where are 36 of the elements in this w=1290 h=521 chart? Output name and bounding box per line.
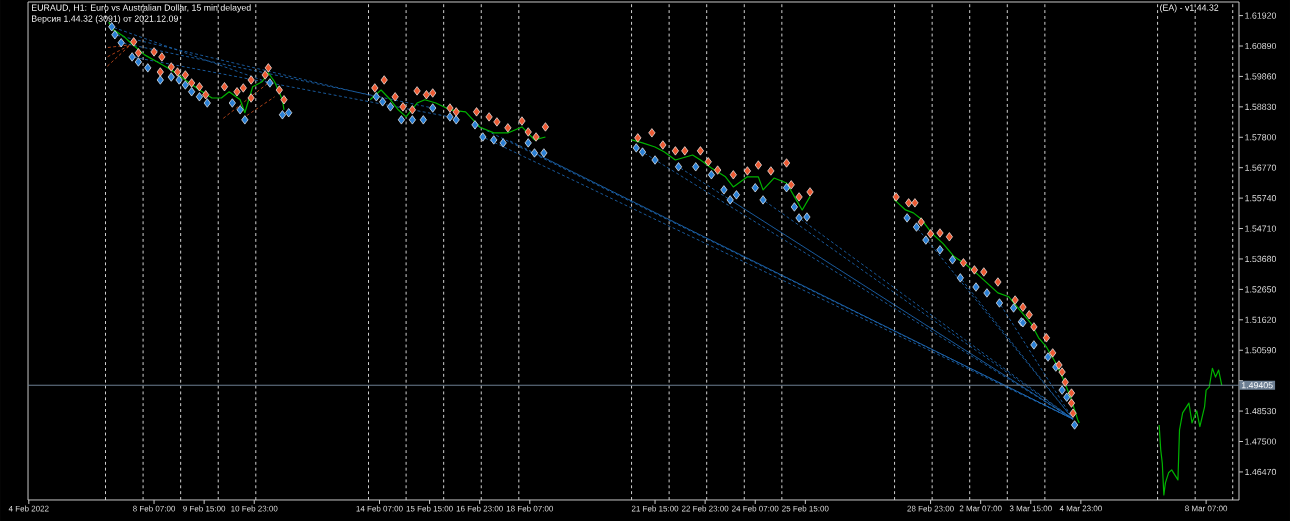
- x-tick-label: 24 Feb 07:00: [732, 505, 779, 512]
- chart-title: EURAUD, H1: Euro vs Australian Dollar, 15 min delayed: [32, 4, 251, 13]
- y-tick-label: 1.55740: [1245, 195, 1277, 202]
- y-tick-label: 1.51620: [1245, 316, 1277, 323]
- x-tick-label: 2 Mar 07:00: [959, 505, 1002, 512]
- x-tick-label: 15 Feb 15:00: [406, 505, 453, 512]
- y-tick-label: 1.60890: [1245, 42, 1277, 50]
- x-tick-label: 3 Mar 15:00: [1009, 505, 1052, 512]
- text: Версия 1.44.32 (3091) от 2021.12.09: [32, 15, 178, 24]
- x-tick-label: 28 Feb 23:00: [907, 505, 954, 512]
- x-tick-label: 8 Feb 07:00: [133, 505, 176, 512]
- y-tick-label: 1.52650: [1245, 286, 1277, 293]
- x-tick-label: 10 Feb 23:00: [231, 505, 278, 512]
- x-tick-label: 8 Mar 07:00: [1185, 505, 1228, 512]
- x-tick-label: 18 Feb 07:00: [506, 505, 554, 512]
- y-tick-label: 1.46470: [1245, 468, 1277, 476]
- y-tick-label: 1.54710: [1245, 225, 1277, 232]
- y-tick-label: 1.59860: [1245, 73, 1277, 80]
- x-tick-label: 22 Feb 23:00: [681, 505, 729, 512]
- x-tick-label: 9 Feb 15:00: [183, 505, 226, 512]
- y-tick-label: 1.58830: [1245, 103, 1277, 110]
- y-tick-label: 1.56770: [1245, 164, 1277, 171]
- y-tick-label: 1.50590: [1245, 347, 1277, 354]
- x-tick-label: 4 Mar 23:00: [1059, 505, 1102, 512]
- y-tick-label: 1.47500: [1245, 438, 1277, 445]
- x-tick-label: 14 Feb 07:00: [356, 505, 403, 512]
- y-tick-label: 1.57800: [1245, 134, 1277, 141]
- ref-line-label: 1.49405: [1241, 382, 1273, 389]
- annotation: (EA) - v1.44.32: [1160, 4, 1219, 13]
- x-tick-label: 25 Feb 15:00: [782, 505, 829, 512]
- x-tick-label: 16 Feb 23:00: [456, 505, 503, 512]
- x-tick-label: 4 Feb 2022: [8, 505, 49, 512]
- x-tick-label: 21 Feb 15:00: [631, 505, 679, 512]
- y-tick-label: 1.48530: [1245, 407, 1277, 415]
- y-tick-label: 1.53680: [1245, 255, 1277, 263]
- y-tick-label: 1.61920: [1245, 12, 1277, 19]
